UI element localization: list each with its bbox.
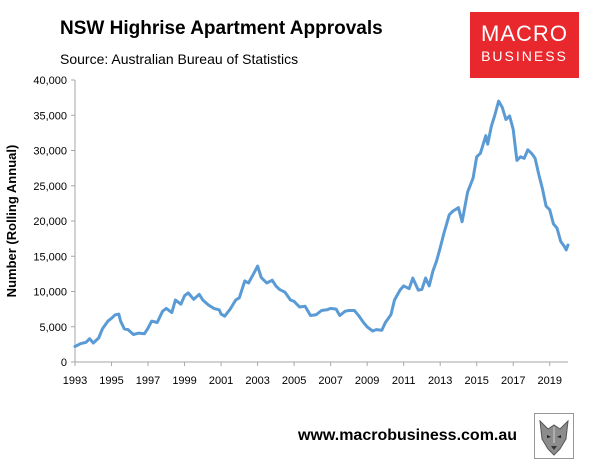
y-tick-label: 25,000: [33, 181, 67, 193]
x-tick-label: 1993: [63, 375, 87, 387]
x-tick-label: 2019: [537, 375, 561, 387]
macrobusiness-logo: MACRO BUSINESS: [470, 12, 579, 78]
x-tick-label: 2003: [245, 375, 269, 387]
y-tick-label: 35,000: [33, 110, 67, 122]
x-tick-label: 2017: [501, 375, 525, 387]
y-tick-label: 5,000: [39, 322, 67, 334]
x-tick-label: 2015: [464, 375, 488, 387]
x-tick-label: 1999: [172, 375, 196, 387]
x-tick-label: 2009: [355, 375, 379, 387]
wolf-head-icon: [534, 413, 574, 459]
series-line-1: [73, 99, 570, 348]
x-tick-label: 2005: [282, 375, 306, 387]
y-axis-label: Number (Rolling Annual): [4, 145, 19, 298]
y-tick-label: 10,000: [33, 287, 67, 299]
logo-line-2: BUSINESS: [481, 48, 568, 64]
x-tick-label: 2011: [392, 375, 416, 387]
y-tick-label: 0: [61, 357, 67, 369]
x-tick-label: 1997: [136, 375, 160, 387]
y-tick-label: 30,000: [33, 146, 67, 158]
x-tick-label: 1995: [99, 375, 123, 387]
y-tick-label: 40,000: [33, 75, 67, 87]
website-url: www.macrobusiness.com.au: [298, 427, 518, 444]
y-tick-label: 20,000: [33, 216, 67, 228]
x-tick-label: 2001: [209, 375, 233, 387]
x-tick-label: 2013: [428, 375, 452, 387]
logo-line-1: MACRO: [481, 21, 568, 46]
chart-source: Source: Australian Bureau of Statistics: [60, 51, 299, 67]
y-tick-label: 15,000: [33, 251, 67, 263]
chart-title: NSW Highrise Apartment Approvals: [60, 18, 383, 39]
x-tick-label: 2007: [318, 375, 342, 387]
